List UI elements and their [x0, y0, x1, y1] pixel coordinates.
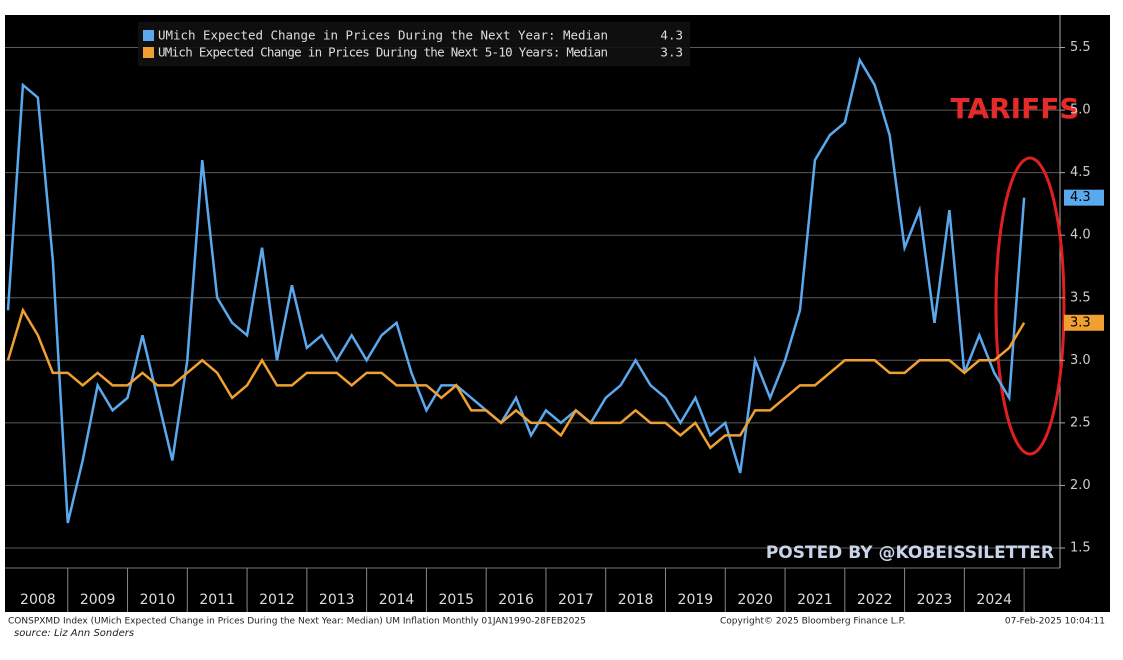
- chart-background: [5, 15, 1110, 612]
- last-value-tag: [1064, 314, 1104, 331]
- legend-swatch: [143, 47, 154, 58]
- x-tick-label: 2014: [379, 592, 415, 608]
- y-tick-label: 2.0: [1070, 478, 1091, 493]
- last-value-label: 4.3: [1070, 190, 1091, 205]
- footer-text: Copyright© 2025 Bloomberg Finance L.P.: [720, 617, 905, 627]
- y-tick-label: 1.5: [1070, 540, 1091, 555]
- x-tick-label: 2020: [737, 592, 773, 608]
- y-tick-label: 5.0: [1070, 103, 1091, 118]
- series-line: [6, 307, 1026, 450]
- x-tick-label: 2012: [259, 592, 295, 608]
- x-tick-label: 2016: [498, 592, 534, 608]
- watermark: POSTED BY @KOBEISSILETTER: [766, 543, 1054, 563]
- x-tick-label: 2024: [976, 592, 1012, 608]
- series-line: [6, 56, 1026, 524]
- last-value-label: 3.3: [1070, 315, 1091, 330]
- y-tick-label: 3.5: [1070, 290, 1091, 305]
- source-text: source: Liz Ann Sonders: [14, 628, 134, 639]
- y-tick-label: 5.5: [1070, 40, 1091, 55]
- x-tick-label: 2011: [199, 592, 235, 608]
- highlight-ellipse: [994, 156, 1066, 456]
- x-tick-label: 2009: [80, 592, 116, 608]
- x-tick-label: 2010: [140, 592, 176, 608]
- legend-box: [138, 22, 690, 66]
- last-value-tag: [1064, 189, 1104, 206]
- legend-label: UMich Expected Change in Prices During t…: [158, 45, 608, 60]
- y-tick-label: 4.5: [1070, 165, 1091, 180]
- legend-label: UMich Expected Change in Prices During t…: [158, 28, 608, 43]
- legend-swatch: [143, 30, 154, 41]
- x-tick-label: 2019: [678, 592, 714, 608]
- x-tick-label: 2013: [319, 592, 355, 608]
- footer-text: CONSPXMD Index (UMich Expected Change in…: [8, 617, 586, 627]
- footer-text: 07-Feb-2025 10:04:11: [1005, 617, 1105, 627]
- x-tick-label: 2018: [618, 592, 654, 608]
- x-tick-label: 2008: [20, 592, 56, 608]
- annotation: TARIFFS: [951, 92, 1080, 125]
- x-tick-label: 2022: [857, 592, 893, 608]
- x-tick-label: 2023: [917, 592, 953, 608]
- x-tick-label: 2021: [797, 592, 833, 608]
- y-tick-label: 4.0: [1070, 228, 1091, 243]
- x-tick-label: 2015: [438, 592, 474, 608]
- legend-value: 3.3: [660, 45, 683, 60]
- legend-value: 4.3: [660, 28, 683, 43]
- x-tick-label: 2017: [558, 592, 594, 608]
- y-tick-label: 2.5: [1070, 415, 1091, 430]
- y-tick-label: 3.0: [1070, 353, 1091, 368]
